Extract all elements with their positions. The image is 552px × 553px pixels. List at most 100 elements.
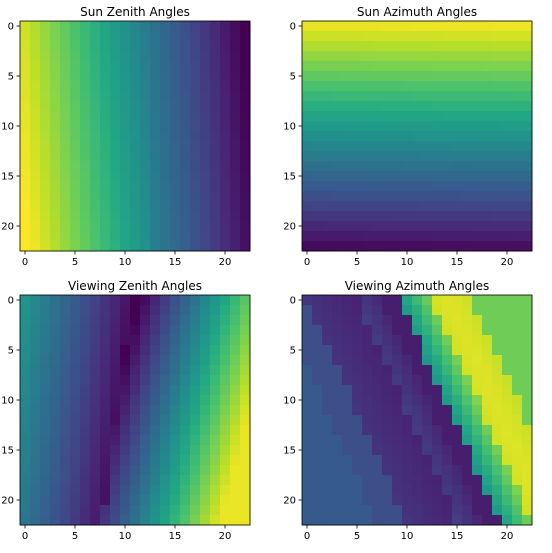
heatmap-cell bbox=[230, 485, 241, 496]
heatmap-cell bbox=[130, 21, 141, 32]
heatmap-cell bbox=[160, 61, 171, 72]
heatmap-cell bbox=[372, 21, 383, 32]
heatmap-cell bbox=[332, 305, 343, 316]
heatmap-cell bbox=[372, 315, 383, 326]
heatmap-cell bbox=[392, 305, 403, 316]
heatmap-cell bbox=[392, 121, 403, 132]
heatmap-cell bbox=[210, 91, 221, 102]
heatmap-cell bbox=[302, 71, 313, 82]
heatmap-cell bbox=[200, 191, 211, 202]
heatmap-cell bbox=[352, 365, 363, 376]
heatmap-cell bbox=[140, 445, 151, 456]
heatmap-cell bbox=[362, 475, 373, 486]
heatmap-cell bbox=[472, 475, 483, 486]
heatmap-cell bbox=[522, 71, 533, 82]
x-tick-label: 5 bbox=[72, 531, 78, 542]
heatmap-cell bbox=[502, 21, 513, 32]
heatmap-cell bbox=[220, 91, 231, 102]
heatmap-cell bbox=[220, 505, 231, 516]
x-tick-label: 20 bbox=[501, 531, 514, 542]
heatmap-cell bbox=[140, 305, 151, 316]
heatmap-cell bbox=[150, 335, 161, 346]
heatmap-cell bbox=[512, 425, 523, 436]
heatmap-cell bbox=[170, 425, 181, 436]
heatmap-cell bbox=[180, 465, 191, 476]
heatmap-cell bbox=[432, 425, 443, 436]
heatmap-cell bbox=[452, 485, 463, 496]
heatmap-cell bbox=[512, 295, 523, 306]
heatmap-cell bbox=[372, 71, 383, 82]
heatmap-cell bbox=[452, 201, 463, 212]
heatmap-cell bbox=[502, 71, 513, 82]
heatmap-cell bbox=[482, 295, 493, 306]
heatmap-cell bbox=[522, 405, 533, 416]
heatmap-cell bbox=[140, 181, 151, 192]
heatmap-cell bbox=[90, 465, 101, 476]
heatmap-cell bbox=[140, 475, 151, 486]
heatmap-cell bbox=[100, 365, 111, 376]
heatmap-cell bbox=[120, 161, 131, 172]
heatmap-cell bbox=[432, 345, 443, 356]
heatmap-cell bbox=[502, 475, 513, 486]
heatmap-cell bbox=[512, 505, 523, 516]
heatmap-cell bbox=[150, 151, 161, 162]
heatmap-cell bbox=[190, 161, 201, 172]
heatmap-cell bbox=[210, 61, 221, 72]
heatmap-cell bbox=[30, 515, 41, 526]
heatmap-cell bbox=[382, 445, 393, 456]
heatmap-cell bbox=[100, 415, 111, 426]
heatmap-cell bbox=[382, 355, 393, 366]
heatmap-cell bbox=[372, 485, 383, 496]
heatmap-cell bbox=[160, 111, 171, 122]
heatmap-cell bbox=[100, 31, 111, 42]
heatmap-cell bbox=[130, 395, 141, 406]
heatmap-cell bbox=[392, 425, 403, 436]
heatmap-cell bbox=[462, 465, 473, 476]
heatmap-cell bbox=[130, 385, 141, 396]
heatmap-cell bbox=[372, 475, 383, 486]
heatmap-cell bbox=[322, 21, 333, 32]
heatmap-cell bbox=[452, 161, 463, 172]
heatmap-cell bbox=[80, 365, 91, 376]
heatmap-cell bbox=[502, 161, 513, 172]
heatmap-cell bbox=[442, 91, 453, 102]
heatmap-cell bbox=[522, 455, 533, 466]
heatmap-cell bbox=[220, 475, 231, 486]
heatmap-cell bbox=[220, 61, 231, 72]
heatmap-cell bbox=[502, 395, 513, 406]
heatmap-cell bbox=[432, 295, 443, 306]
y-tick-label: 0 bbox=[290, 22, 296, 33]
heatmap-cell bbox=[130, 161, 141, 172]
heatmap-cell bbox=[412, 101, 423, 112]
heatmap-cell bbox=[140, 355, 151, 366]
heatmap-cell bbox=[80, 455, 91, 466]
heatmap-cell bbox=[502, 231, 513, 242]
heatmap-cell bbox=[382, 455, 393, 466]
heatmap-cell bbox=[40, 315, 51, 326]
heatmap-cell bbox=[180, 365, 191, 376]
heatmap-cell bbox=[342, 485, 353, 496]
heatmap-cell bbox=[200, 475, 211, 486]
heatmap-cell bbox=[20, 355, 31, 366]
heatmap-cell bbox=[150, 485, 161, 496]
heatmap-cell bbox=[312, 345, 323, 356]
x-tick-label: 0 bbox=[22, 531, 28, 542]
heatmap-cell bbox=[392, 365, 403, 376]
heatmap-cell bbox=[40, 61, 51, 72]
heatmap-cell bbox=[70, 435, 81, 446]
heatmap-cell bbox=[230, 201, 241, 212]
heatmap-cell bbox=[352, 31, 363, 42]
heatmap-cell bbox=[432, 505, 443, 516]
heatmap-cell bbox=[170, 325, 181, 336]
heatmap-cell bbox=[362, 335, 373, 346]
heatmap-cell bbox=[342, 325, 353, 336]
heatmap-cell bbox=[382, 101, 393, 112]
heatmap-cell bbox=[220, 81, 231, 92]
heatmap-cell bbox=[70, 241, 81, 252]
heatmap-cell bbox=[140, 515, 151, 526]
heatmap-cell bbox=[90, 475, 101, 486]
heatmap-cell bbox=[452, 81, 463, 92]
heatmap-cell bbox=[80, 201, 91, 212]
heatmap-cell bbox=[352, 201, 363, 212]
heatmap-cell bbox=[402, 51, 413, 62]
